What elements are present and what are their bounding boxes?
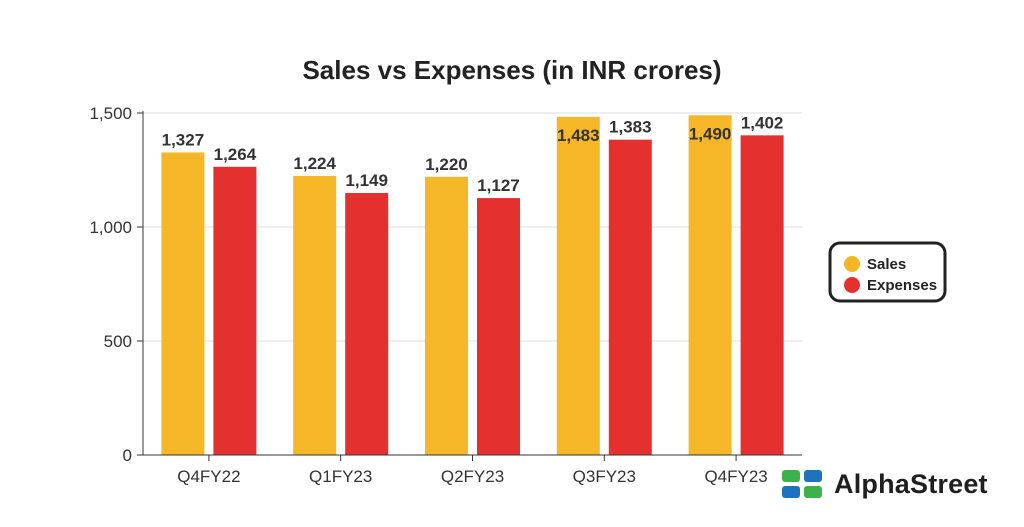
bar-expenses-q4fy22 bbox=[213, 166, 257, 456]
bar-expenses-q4fy23 bbox=[740, 135, 784, 455]
data-label: 1,402 bbox=[741, 113, 784, 132]
bar-expenses-q1fy23 bbox=[345, 193, 389, 455]
legend-label-expenses: Expenses bbox=[867, 277, 937, 294]
bar-sales-q2fy23 bbox=[425, 176, 468, 455]
bars: 1,327 1,264 1,224 1,149 1,220 1,127 1,483 1,383… bbox=[161, 113, 784, 456]
y-tick-label: 500 bbox=[104, 332, 132, 351]
bar-expenses-q2fy23 bbox=[477, 198, 520, 455]
data-label: 1,490 bbox=[689, 124, 732, 143]
data-label: 1,264 bbox=[214, 145, 257, 164]
data-label: 1,127 bbox=[477, 176, 520, 195]
chart-title: Sales vs Expenses (in INR crores) bbox=[302, 55, 721, 85]
y-tick-label: 1,500 bbox=[89, 104, 132, 123]
data-label: 1,327 bbox=[162, 130, 205, 149]
x-tick-label: Q1FY23 bbox=[309, 467, 372, 486]
bar-expenses-q3fy23 bbox=[608, 139, 652, 455]
brand: AlphaStreet bbox=[780, 468, 988, 500]
data-label: 1,220 bbox=[425, 155, 468, 174]
y-axis: 0 500 1,000 1,500 bbox=[89, 104, 144, 465]
bar-sales-q4fy23 bbox=[688, 115, 732, 455]
x-tick-label: Q4FY22 bbox=[177, 467, 240, 486]
y-tick-label: 0 bbox=[123, 446, 132, 465]
legend-label-sales: Sales bbox=[867, 256, 906, 273]
legend: Sales Expenses bbox=[828, 241, 947, 303]
x-axis: Q4FY22 Q1FY23 Q2FY23 Q3FY23 Q4FY23 bbox=[143, 454, 802, 486]
data-label: 1,483 bbox=[557, 126, 600, 145]
bar-sales-q4fy22 bbox=[161, 152, 205, 455]
data-label: 1,149 bbox=[345, 171, 388, 190]
bar-sales-q1fy23 bbox=[293, 175, 337, 456]
x-tick-label: Q4FY23 bbox=[704, 467, 767, 486]
legend-swatch-expenses bbox=[844, 277, 860, 293]
legend-swatch-sales bbox=[844, 256, 860, 272]
bar-sales-q3fy23 bbox=[556, 116, 600, 455]
data-label: 1,383 bbox=[609, 118, 652, 137]
x-tick-label: Q2FY23 bbox=[441, 467, 504, 486]
x-tick-label: Q3FY23 bbox=[573, 467, 636, 486]
brand-name: AlphaStreet bbox=[834, 468, 988, 499]
alphastreet-logo-icon bbox=[782, 470, 822, 498]
y-tick-label: 1,000 bbox=[89, 218, 132, 237]
data-label: 1,224 bbox=[293, 154, 336, 173]
